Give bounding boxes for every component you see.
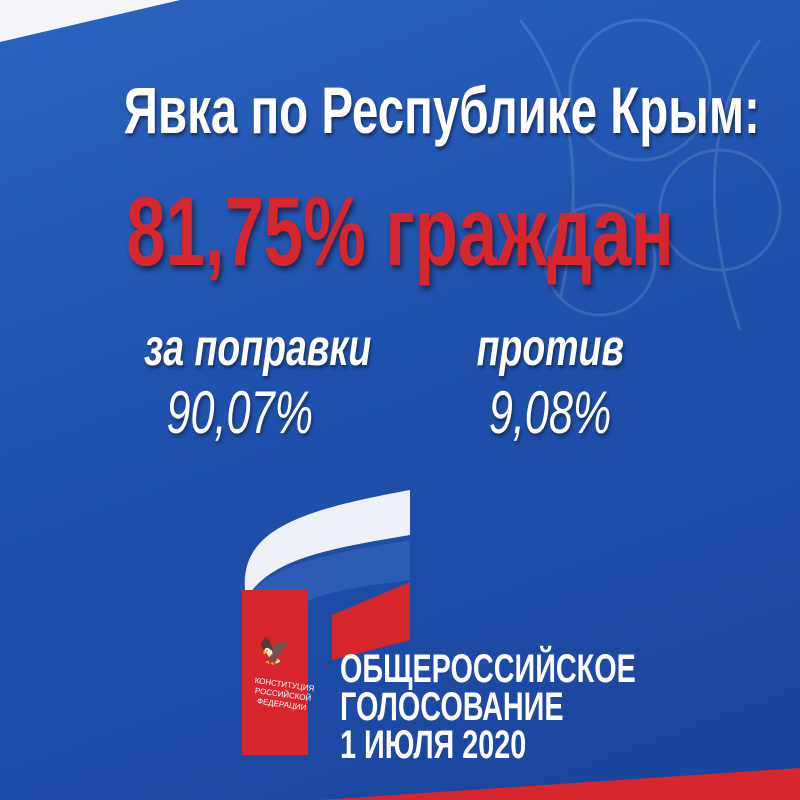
against-label: против (476, 319, 624, 377)
eagle-watermark (518, 18, 782, 331)
turnout-value: 81,75% граждан (126, 176, 674, 286)
logo-line3: 1 ИЮЛЯ 2020 (340, 723, 527, 767)
double-headed-eagle-icon: 🦅 (259, 635, 291, 666)
against-result: против 9,08% (440, 318, 660, 447)
logo-line1: ОБЩЕРОССИЙСКОЕ (340, 647, 636, 691)
for-value: 90,07% (166, 379, 314, 446)
against-value: 9,08% (488, 379, 612, 446)
for-result: за поправки 90,07% (100, 318, 380, 447)
flag-booklet-icon: 🦅 (242, 490, 410, 755)
white-corner (0, 0, 180, 42)
for-label: за поправки (144, 319, 372, 377)
logo-line2: ГОЛОСОВАНИЕ (340, 685, 564, 729)
page-title: Явка по Республике Крым: (123, 73, 760, 147)
red-stripe (320, 768, 800, 800)
